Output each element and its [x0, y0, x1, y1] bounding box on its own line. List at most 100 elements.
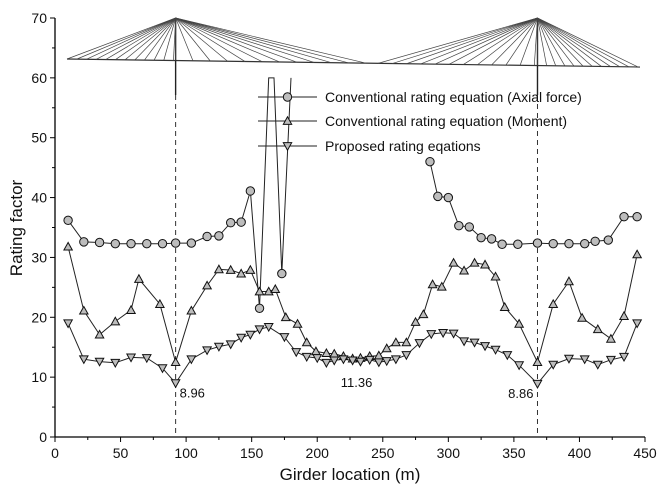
stay-cable — [144, 17, 176, 61]
data-point-circle — [126, 238, 136, 249]
data-point-triangle-up — [418, 309, 429, 319]
data-point-triangle-up — [548, 298, 559, 308]
data-point-triangle-down — [157, 364, 168, 374]
data-point-triangle-up — [245, 264, 256, 274]
data-point-triangle-down — [94, 357, 105, 367]
stay-cable — [392, 17, 538, 64]
data-point-circle — [142, 238, 152, 249]
stay-cable — [66, 17, 176, 60]
data-point-triangle-down — [213, 342, 224, 352]
data-point-circle — [277, 268, 287, 279]
data-point-triangle-up — [154, 298, 165, 308]
data-point-circle — [79, 237, 89, 247]
data-point-triangle-up — [133, 273, 144, 283]
data-point-triangle-up — [514, 318, 525, 328]
annotation-label: 11.36 — [341, 375, 373, 390]
data-point-triangle-up — [186, 305, 197, 315]
data-point-circle — [603, 235, 613, 245]
data-point-circle — [476, 232, 486, 243]
stay-cable — [537, 17, 575, 67]
y-tick-label: 40 — [31, 190, 47, 206]
data-point-circle — [236, 217, 246, 227]
data-point-circle — [433, 191, 443, 202]
data-point-triangle-down — [141, 354, 152, 364]
stay-cable — [175, 17, 332, 64]
x-tick-label: 50 — [113, 445, 129, 461]
data-point-circle — [202, 231, 212, 242]
legend-label: Conventional rating equation (Moment) — [325, 113, 567, 129]
data-point-triangle-up — [532, 356, 543, 367]
stay-cable — [537, 17, 620, 68]
data-point-triangle-up — [605, 333, 616, 343]
annotation-label: 8.96 — [180, 385, 205, 400]
stay-cable — [175, 17, 367, 64]
stay-cable — [175, 17, 246, 62]
data-point-triangle-up — [390, 337, 401, 347]
data-point-triangle-down — [170, 379, 181, 389]
data-point-triangle-up — [202, 280, 213, 290]
stay-cable — [406, 17, 538, 65]
data-point-triangle-down — [338, 355, 349, 365]
x-tick-label: 250 — [371, 445, 395, 461]
data-point-triangle-down — [592, 360, 603, 370]
data-point-triangle-down — [459, 337, 470, 347]
data-point-triangle-down — [186, 355, 197, 365]
pylon-guide-lines — [175, 95, 538, 437]
x-tick-label: 300 — [437, 445, 461, 461]
data-point-circle — [590, 236, 600, 246]
cable-stayed-bridge-diagram — [66, 17, 641, 95]
x-tick-label: 100 — [174, 445, 198, 461]
data-point-circle — [157, 238, 168, 249]
data-point-triangle-up — [125, 304, 137, 314]
data-point-triangle-down — [414, 339, 425, 349]
data-point-triangle-up — [563, 276, 575, 286]
data-point-circle — [94, 237, 105, 248]
data-point-triangle-down — [563, 354, 575, 364]
data-point-triangle-up — [263, 286, 274, 296]
data-point-triangle-down — [401, 351, 412, 361]
data-point-triangle-down — [355, 357, 366, 367]
data-point-triangle-up — [254, 286, 265, 296]
data-point-triangle-down — [632, 319, 643, 329]
data-point-triangle-down — [479, 342, 491, 352]
data-point-triangle-up — [479, 259, 491, 269]
data-point-circle — [532, 238, 543, 248]
data-point-triangle-down — [236, 333, 247, 343]
data-point-triangle-down — [469, 338, 480, 348]
stay-cable — [175, 17, 194, 61]
data-point-circle — [245, 186, 256, 196]
data-point-triangle-down — [125, 353, 137, 363]
data-point-triangle-down — [312, 354, 323, 364]
data-point-triangle-up — [213, 264, 224, 274]
stay-cable — [537, 17, 557, 66]
annotations: 8.96 11.36 8.86 — [180, 375, 534, 401]
data-point-triangle-down — [63, 319, 74, 329]
legend-label: Conventional rating equation (Axial forc… — [325, 89, 582, 105]
data-point-triangle-down — [548, 360, 559, 370]
data-point-triangle-down — [347, 356, 358, 366]
data-point-triangle-up — [427, 279, 438, 289]
data-point-triangle-down — [605, 355, 616, 366]
stay-cable — [95, 17, 176, 60]
data-point-triangle-up — [490, 271, 501, 281]
y-tick-label: 60 — [31, 70, 47, 86]
data-point-triangle-up — [321, 347, 332, 358]
series-line-1 — [429, 161, 638, 245]
stay-cable — [434, 17, 538, 65]
data-point-triangle-down — [279, 333, 290, 343]
data-point-triangle-down — [448, 329, 459, 339]
data-point-triangle-up — [236, 268, 247, 278]
data-point-triangle-down — [381, 357, 392, 367]
data-point-triangle-down — [254, 325, 265, 335]
stay-cable — [491, 17, 538, 66]
data-point-circle — [170, 238, 181, 248]
data-point-circle — [464, 222, 475, 232]
data-point-triangle-down — [426, 330, 437, 340]
data-point-triangle-down — [364, 355, 375, 366]
data-point-triangle-up — [469, 257, 480, 267]
data-point-circle — [497, 239, 507, 249]
x-tick-label: 0 — [51, 445, 59, 461]
data-point-triangle-up — [436, 281, 447, 291]
y-tick-label: 30 — [31, 249, 47, 265]
